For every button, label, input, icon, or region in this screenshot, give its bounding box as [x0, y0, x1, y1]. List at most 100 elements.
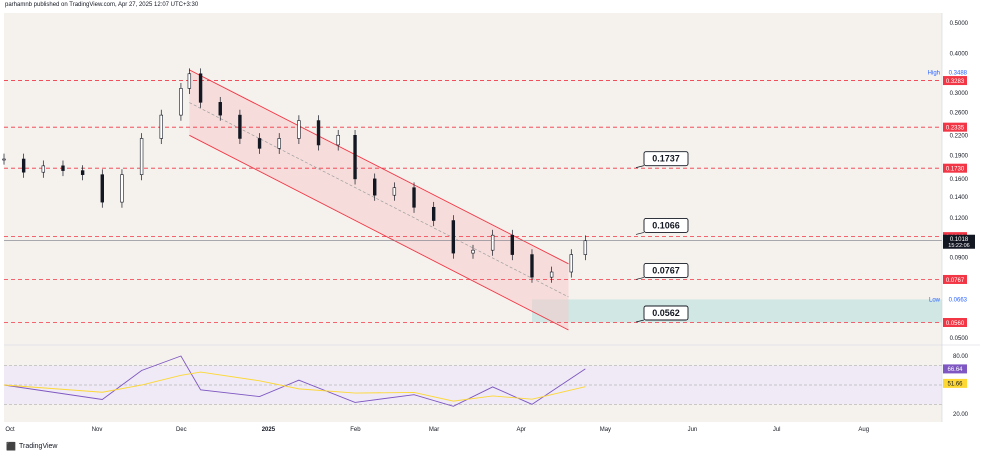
candle-body [373, 178, 377, 196]
ohlc-change: −0.0018 (−1.74%) [214, 16, 263, 22]
demand-zone [531, 299, 942, 323]
level-label: 0.3283 [946, 79, 965, 85]
candle-body [490, 234, 495, 251]
price-tick: 0.1400 [950, 195, 969, 201]
ohlc-close: C0.1018 [186, 16, 210, 22]
tradingview-logo-icon: ⬛ [6, 442, 16, 451]
high-label: High [928, 70, 940, 76]
countdown: 15:22:06 [948, 243, 969, 249]
candle-body [277, 138, 281, 149]
ohlc-high: H0.1045 [130, 16, 154, 22]
level-label-bg [943, 274, 967, 284]
callout-label: 0.1737 [652, 154, 680, 164]
candle-body [257, 138, 262, 149]
candle-body [431, 206, 436, 221]
callout-label: 0.0562 [652, 308, 680, 318]
candle-body [549, 271, 554, 278]
candle-body [392, 187, 397, 196]
price-tick: 0.2600 [950, 110, 969, 116]
level-label: 0.1049 [946, 235, 965, 241]
candle-body [583, 240, 588, 255]
rsi-value: 66.64 [947, 367, 963, 373]
time-label: Jun [688, 427, 698, 433]
callout-box [643, 305, 689, 321]
time-label: Jul [773, 427, 781, 433]
candle-body [510, 234, 515, 255]
callout-pointer [635, 319, 645, 323]
rsi-value-bg [943, 364, 967, 374]
rsi-band [4, 365, 942, 405]
rsi-ma-line [3, 371, 586, 402]
callout-pointer [635, 165, 645, 168]
callout-pointer [635, 277, 645, 280]
high-value: 0.3488 [949, 70, 968, 76]
price-tick: 0.4000 [950, 52, 969, 58]
symbol-name[interactable]: GRT / TetherUS · 1D · BINANCE [9, 16, 97, 22]
price-tick: 0.3000 [950, 91, 969, 97]
channel-lower-line [189, 134, 569, 331]
time-label: Mar [429, 427, 439, 433]
candle-body [297, 120, 301, 139]
level-label: 0.2335 [946, 125, 965, 131]
rsi-line [3, 355, 586, 407]
candle-body [530, 254, 534, 278]
level-label-bg [943, 122, 967, 132]
candle-body [21, 158, 26, 173]
candle-body [61, 165, 65, 171]
published-text: parhamnb published on TradingView.com, A… [5, 2, 199, 8]
callout-box [643, 263, 689, 278]
channel-upper-line [189, 69, 569, 265]
time-label: 2025 [262, 427, 276, 433]
callout-pointer [635, 232, 645, 235]
candle-body [2, 158, 6, 161]
level-label-bg [943, 317, 967, 327]
rsi-tick: 20.00 [953, 412, 969, 418]
price-tick: 0.5000 [950, 21, 969, 27]
candle-body [179, 88, 183, 116]
rsi-ma-value: 51.66 [947, 382, 963, 388]
price-tick: 0.1200 [950, 216, 969, 222]
rsi-tick: 80.00 [953, 354, 969, 360]
ohlc-low: L0.1003 [159, 16, 181, 22]
rsi-ma-bg [943, 378, 967, 388]
time-label: May [600, 427, 611, 433]
candle-body [80, 170, 85, 175]
candle-body [471, 249, 475, 254]
candle-body [218, 102, 222, 116]
candle-body [336, 135, 340, 146]
time-label: Oct [5, 427, 15, 433]
candle-body [569, 254, 573, 273]
candle-body [120, 174, 124, 203]
price-tick: 0.2200 [950, 133, 969, 139]
symbol-info: GRT / TetherUS · 1D · BINANCE O0.1036 H0… [9, 16, 301, 22]
brand-label: TradingView [18, 443, 58, 450]
candle-body [159, 114, 163, 139]
low-label: Low [929, 297, 941, 303]
candle-body [187, 73, 192, 89]
price-tick: 0.0500 [950, 336, 969, 342]
level-label: 0.0560 [946, 321, 965, 327]
candle-body [198, 73, 203, 103]
candle-body [100, 174, 104, 203]
time-label: Apr [516, 427, 525, 433]
level-label-bg [943, 163, 967, 173]
callout-label: 0.1066 [652, 220, 680, 230]
ohlc-open: O0.1036 [102, 16, 126, 22]
descending-channel [189, 69, 569, 331]
level-label: 0.1730 [946, 166, 965, 172]
candle-body [238, 114, 242, 139]
low-value: 0.0663 [949, 297, 968, 303]
price-tick: 0.1900 [950, 153, 969, 159]
level-label-bg [943, 232, 967, 242]
volume: Vol23.59M [268, 16, 297, 22]
callout-box [643, 151, 689, 167]
footer-brand: ⬛ TradingView [6, 442, 58, 451]
candle-body [412, 187, 416, 208]
price-tick: 0.1600 [950, 177, 969, 183]
current-price: 0.1018 [950, 237, 969, 243]
candle-body [139, 138, 144, 175]
time-label: Dec [176, 427, 187, 433]
candle-body [316, 120, 321, 146]
